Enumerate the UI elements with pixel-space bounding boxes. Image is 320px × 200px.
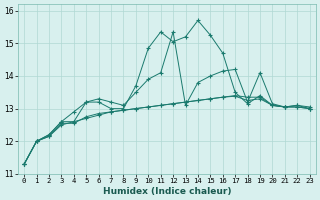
X-axis label: Humidex (Indice chaleur): Humidex (Indice chaleur) [103,187,231,196]
